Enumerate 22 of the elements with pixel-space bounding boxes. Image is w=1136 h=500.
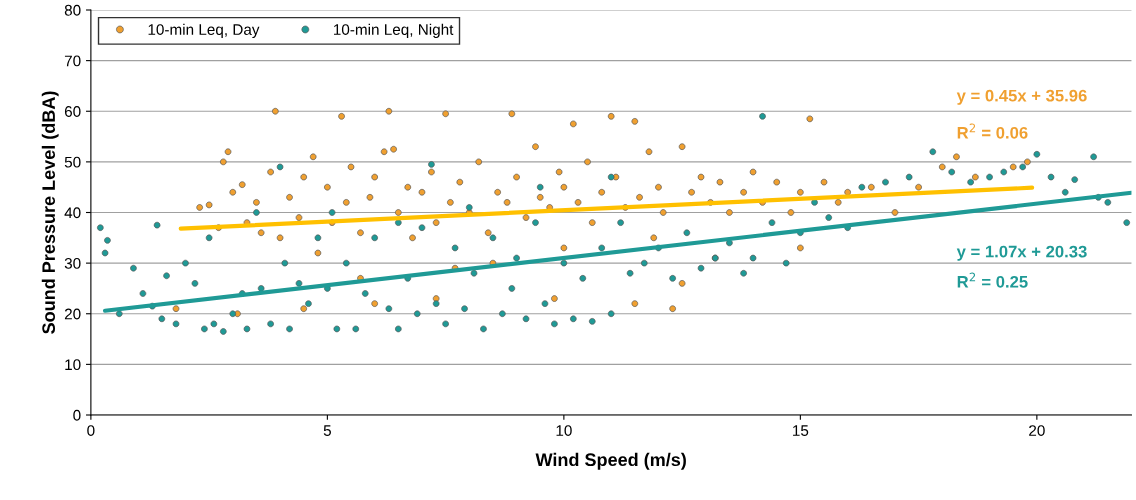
x-tick-label: 5: [323, 425, 331, 436]
annotation: R$^{2}$ = 0.25: [957, 272, 1028, 288]
x-tick-label: 20: [1029, 425, 1045, 436]
y-tick-label: 40: [64, 207, 81, 219]
y-axis-title: Sound Pressure Level (dBA): [41, 91, 59, 334]
x-tick-label: 0: [87, 425, 95, 436]
legend-label: 10-min Leq, Day: [148, 23, 260, 38]
y-tick-label: 20: [64, 308, 81, 320]
y-tick-label: 60: [64, 106, 81, 117]
x-axis-title: Wind Speed (m/s): [535, 452, 686, 470]
y-tick-label: 10: [65, 359, 81, 371]
y-tick-label: 70: [64, 55, 81, 67]
legend-label: 10-min Leq, Night: [333, 23, 454, 38]
x-tick-label: 15: [793, 425, 809, 436]
annotation: R$^{2}$ = 0.06: [957, 123, 1028, 139]
y-tick-label: 50: [64, 156, 81, 168]
annotation: y = 1.07x + 20.33: [956, 245, 1087, 261]
y-tick-label: 80: [64, 4, 81, 16]
y-tick-label: 0: [73, 409, 81, 421]
x-tick-label: 10: [556, 425, 572, 436]
annotation: y = 0.45x + 35.96: [956, 89, 1087, 105]
y-tick-label: 30: [64, 257, 81, 269]
